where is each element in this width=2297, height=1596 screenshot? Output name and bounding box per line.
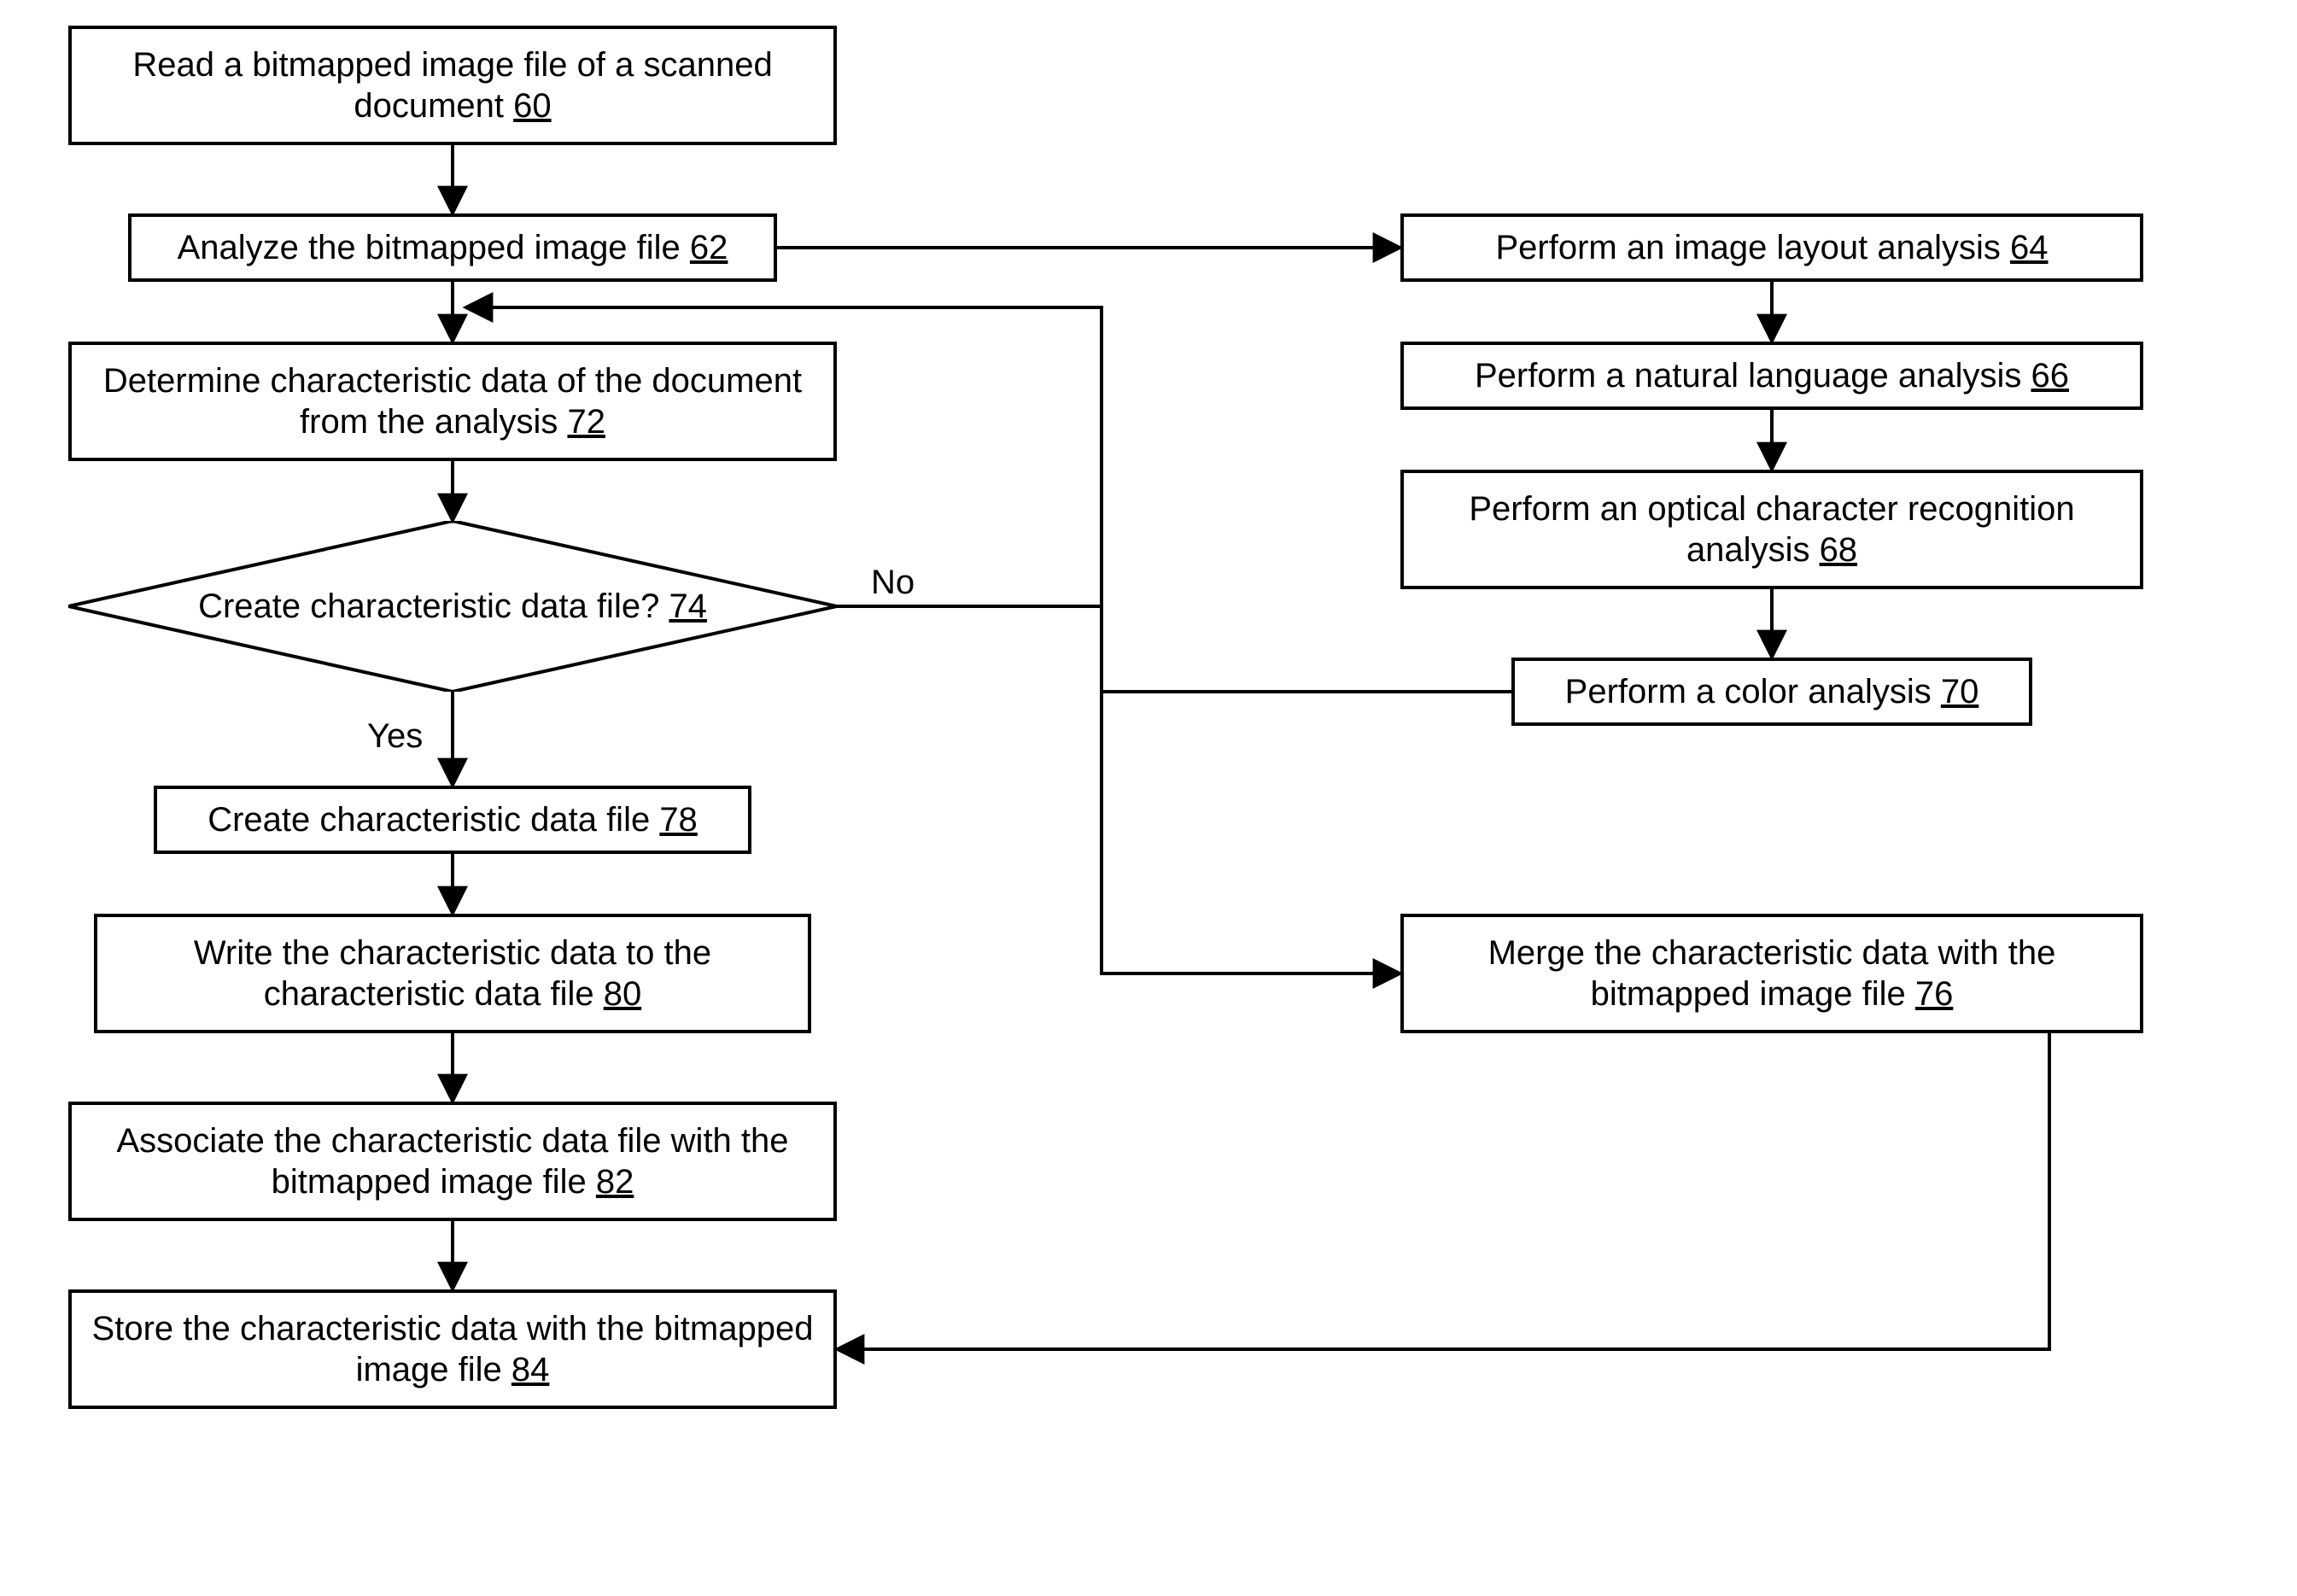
node-n76: Merge the characteristic data with the b… (1400, 914, 2143, 1033)
node-n78: Create characteristic data file 78 (154, 786, 751, 854)
node-n66: Perform a natural language analysis 66 (1400, 342, 2143, 410)
node-ref-n62: 62 (690, 229, 728, 266)
node-text-n62: Analyze the bitmapped image file 62 (178, 227, 728, 268)
node-n62: Analyze the bitmapped image file 62 (128, 213, 777, 282)
node-ref-n80: 80 (604, 975, 642, 1013)
node-ref-n66: 66 (2031, 357, 2069, 395)
node-n64: Perform an image layout analysis 64 (1400, 213, 2143, 282)
node-ref-n78: 78 (659, 801, 698, 839)
node-text-n72: Determine characteristic data of the doc… (85, 360, 820, 442)
node-text-n70: Perform a color analysis 70 (1565, 671, 1979, 712)
node-text-n64: Perform an image layout analysis 64 (1496, 227, 2049, 268)
node-ref-n70: 70 (1941, 673, 1979, 710)
node-ref-n64: 64 (2010, 229, 2049, 266)
node-text-n80: Write the characteristic data to the cha… (111, 932, 794, 1014)
flowchart-canvas: Read a bitmapped image file of a scanned… (0, 0, 2297, 1596)
node-n72: Determine characteristic data of the doc… (68, 342, 837, 461)
node-ref-n72: 72 (567, 403, 605, 441)
node-n68: Perform an optical character recognition… (1400, 470, 2143, 589)
node-n82: Associate the characteristic data file w… (68, 1102, 837, 1221)
node-text-n78: Create characteristic data file 78 (207, 799, 698, 840)
node-text-n82: Associate the characteristic data file w… (85, 1120, 820, 1202)
node-ref-n68: 68 (1820, 531, 1858, 569)
node-n80: Write the characteristic data to the cha… (94, 914, 811, 1033)
node-n60: Read a bitmapped image file of a scanned… (68, 26, 837, 145)
node-ref-n60: 60 (513, 87, 552, 125)
label-lblYes: Yes (367, 717, 423, 756)
node-text-n84: Store the characteristic data with the b… (85, 1308, 820, 1390)
node-text-n60: Read a bitmapped image file of a scanned… (85, 44, 820, 126)
node-ref-n84: 84 (511, 1351, 550, 1388)
node-text-n76: Merge the characteristic data with the b… (1417, 932, 2126, 1014)
edge-13 (837, 1033, 2049, 1349)
node-n70: Perform a color analysis 70 (1511, 658, 2032, 726)
node-text-n66: Perform a natural language analysis 66 (1475, 355, 2069, 396)
node-text-n74: Create characteristic data file? 74 (198, 586, 707, 627)
label-lblNo: No (871, 564, 915, 602)
node-n74: Create characteristic data file? 74 (68, 521, 837, 692)
node-ref-n82: 82 (596, 1163, 634, 1201)
node-text-n68: Perform an optical character recognition… (1417, 488, 2126, 570)
edge-12 (837, 606, 1400, 973)
node-n84: Store the characteristic data with the b… (68, 1289, 837, 1409)
node-ref-n76: 76 (1915, 975, 1954, 1013)
